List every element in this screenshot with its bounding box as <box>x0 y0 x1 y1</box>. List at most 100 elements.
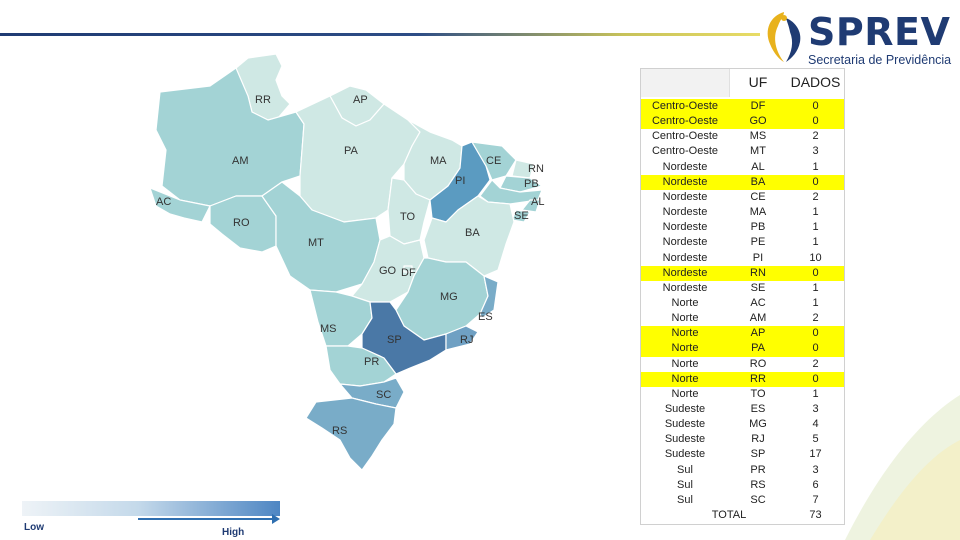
uf-cell: BA <box>750 175 766 188</box>
value-cell: 0 <box>812 372 819 385</box>
table-row: Norte RO 2 <box>641 357 844 372</box>
table-row: Norte PA 0 <box>641 341 844 357</box>
state-label: SE <box>514 210 529 222</box>
state-to[interactable] <box>387 177 431 245</box>
table-row: Centro-Oeste GO 0 <box>641 114 844 130</box>
table-row: Nordeste PI 10 <box>641 251 844 266</box>
total-label: TOTAL <box>711 509 747 521</box>
region-cell: Norte <box>671 357 699 370</box>
value-cell: 2 <box>812 190 819 203</box>
state-pr[interactable] <box>325 345 397 387</box>
uf-cell: MT <box>750 145 766 158</box>
state-label: AL <box>531 196 544 208</box>
uf-cell: TO <box>750 387 766 400</box>
uf-cell: SE <box>750 281 766 294</box>
state-rj[interactable] <box>445 325 479 351</box>
data-table: UF DADOS Centro-Oeste DF 0 Centro-Oeste GO 0 C… <box>640 68 845 525</box>
state-label: MS <box>320 323 337 335</box>
state-rs[interactable] <box>305 397 397 471</box>
uf-cell: RS <box>750 478 766 491</box>
uf-cell: GO <box>749 115 767 128</box>
sprev-emblem-icon <box>767 12 801 62</box>
state-sp[interactable] <box>361 301 447 375</box>
uf-cell: CE <box>750 190 766 203</box>
value-cell: 6 <box>812 478 819 491</box>
uf-cell: MG <box>749 418 767 431</box>
state-label: AM <box>232 155 249 167</box>
value-cell: 1 <box>812 160 819 173</box>
state-es[interactable] <box>479 275 499 319</box>
region-cell: Norte <box>671 296 699 309</box>
total-value: 73 <box>809 509 822 521</box>
table-row: Nordeste BA 0 <box>641 174 844 190</box>
table-row: Norte AC 1 <box>641 296 844 311</box>
state-al[interactable] <box>521 199 541 213</box>
state-label: RO <box>233 217 250 229</box>
state-label: PR <box>364 356 379 368</box>
value-cell: 2 <box>812 312 819 325</box>
table-row: Centro-Oeste MS 2 <box>641 129 844 144</box>
region-cell: Sudeste <box>664 448 706 461</box>
region-cell: Sudeste <box>664 403 706 415</box>
uf-cell: RO <box>749 357 767 370</box>
logo-title: SPREV <box>808 10 951 54</box>
uf-cell: RN <box>750 266 766 279</box>
table-row: Sul SC 7 <box>641 493 844 508</box>
region-cell: Nordeste <box>662 160 708 173</box>
value-cell: 1 <box>812 387 819 400</box>
legend-high-label: High <box>222 527 245 538</box>
uf-cell: PB <box>750 221 766 234</box>
state-df[interactable] <box>403 265 413 273</box>
value-cell: 2 <box>812 357 819 370</box>
uf-cell: PI <box>752 251 764 264</box>
region-cell: Sul <box>677 463 693 476</box>
region-cell: Nordeste <box>662 206 708 219</box>
value-cell: 3 <box>812 145 819 158</box>
region-cell: Nordeste <box>662 175 708 188</box>
table-row: Nordeste CE 2 <box>641 190 844 205</box>
state-pb[interactable] <box>499 175 543 193</box>
table-row: Norte TO 1 <box>641 387 844 402</box>
uf-cell: SC <box>750 493 766 506</box>
state-label: MG <box>440 291 458 303</box>
state-ro[interactable] <box>209 195 277 253</box>
state-am[interactable] <box>155 67 305 207</box>
table-row: Centro-Oeste DF 0 <box>641 99 844 115</box>
table-row: Nordeste MA 1 <box>641 205 844 220</box>
brazil-map: RR AP AM PA MA CE RN PB PI AC RO TO AL S… <box>149 53 544 471</box>
value-cell: 0 <box>812 342 819 355</box>
region-cell: Centro-Oeste <box>651 145 719 158</box>
state-label: ES <box>478 311 493 323</box>
value-cell: 1 <box>812 221 819 234</box>
uf-cell: AC <box>750 296 766 309</box>
uf-cell: MA <box>749 206 767 219</box>
uf-cell: RR <box>750 372 766 385</box>
value-cell: 3 <box>812 403 819 415</box>
state-label: GO <box>379 265 397 277</box>
state-ac[interactable] <box>149 187 211 223</box>
uf-cell: PA <box>751 342 765 355</box>
table-row: Nordeste PE 1 <box>641 235 844 250</box>
region-header-cell <box>641 69 730 97</box>
table-row: Sudeste SP 17 <box>641 447 844 462</box>
arrow-right-icon <box>272 514 280 524</box>
region-cell: Sul <box>677 478 693 491</box>
value-cell: 0 <box>812 266 819 279</box>
uf-cell: SP <box>750 448 766 461</box>
region-cell: Nordeste <box>662 266 708 279</box>
region-cell: Centro-Oeste <box>651 115 719 128</box>
region-cell: Nordeste <box>662 190 708 203</box>
table-row: Sul PR 3 <box>641 463 844 478</box>
state-label: TO <box>400 211 416 223</box>
table-row: Nordeste AL 1 <box>641 160 844 175</box>
table-row: Norte AP 0 <box>641 326 844 342</box>
value-cell: 1 <box>812 206 819 219</box>
state-label: PB <box>524 178 539 190</box>
value-cell: 1 <box>812 281 819 294</box>
table-row: Sudeste ES 3 <box>641 402 844 417</box>
table-row: Nordeste SE 1 <box>641 281 844 296</box>
state-label: MT <box>308 237 324 249</box>
region-cell: Nordeste <box>662 236 708 249</box>
state-label: RS <box>332 425 347 437</box>
table-row: Norte RR 0 <box>641 371 844 387</box>
